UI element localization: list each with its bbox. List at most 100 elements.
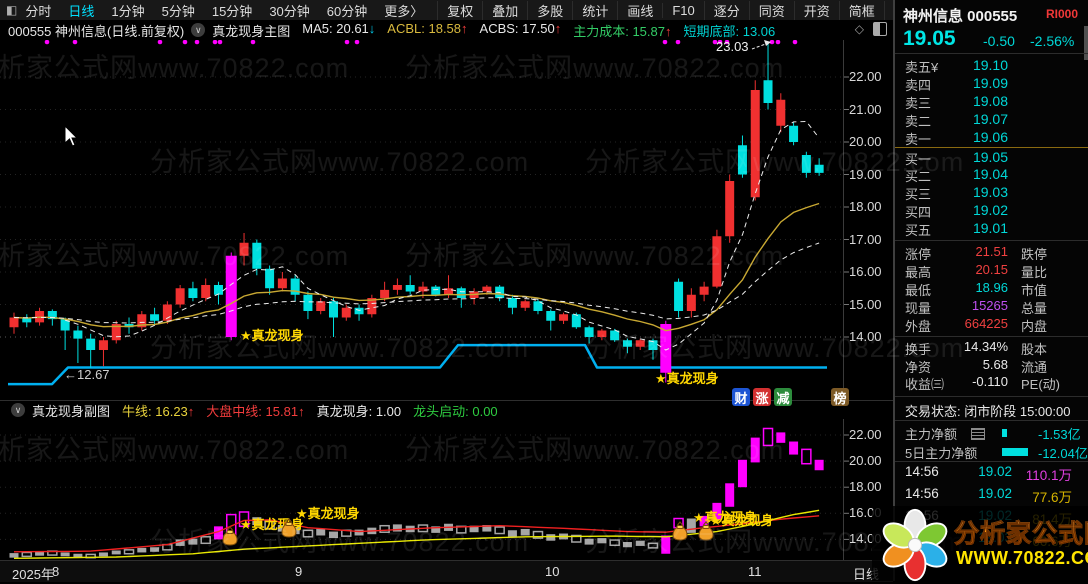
candle-body xyxy=(622,340,632,347)
panel-scrollbar[interactable] xyxy=(1084,26,1088,60)
logo-site-name: 分析家公式网 xyxy=(954,514,1088,550)
app-window-icon[interactable]: ◧ xyxy=(6,3,18,17)
signal-dot xyxy=(250,40,256,45)
toolbar-item-5[interactable]: F10 xyxy=(662,2,703,18)
news-badge-榜[interactable]: 榜 xyxy=(831,388,849,406)
y-axis-label: 16.00 xyxy=(849,264,882,279)
toolbar-item-2[interactable]: 多股 xyxy=(527,0,572,20)
candle-body xyxy=(213,285,223,295)
menu-item-4[interactable]: 15分钟 xyxy=(211,3,253,19)
bid-row[interactable]: 买四 19.02 xyxy=(895,202,1088,220)
menu-item-5[interactable]: 30分钟 xyxy=(269,3,310,19)
candle-body xyxy=(316,301,326,311)
sub-indicator-chart[interactable] xyxy=(0,418,893,560)
chevron-down-icon[interactable]: ∨ xyxy=(191,23,206,37)
axis-divider xyxy=(843,40,844,560)
field-value: 20.61 xyxy=(336,20,369,36)
toolbar-item-8[interactable]: 开资 xyxy=(793,0,839,20)
y-axis-label: 18.00 xyxy=(849,199,882,214)
stat-value: 15265 xyxy=(971,298,1008,313)
indicator-bar xyxy=(316,528,326,536)
candle-body xyxy=(789,125,799,142)
main-candlestick-chart[interactable] xyxy=(0,40,893,400)
signal-dot xyxy=(182,40,188,45)
book-level-price: 19.08 xyxy=(972,92,1008,109)
indicator-bar xyxy=(762,427,774,447)
fund-flow-label: 主力净额 xyxy=(905,427,958,442)
menu-item-0[interactable]: 分时 xyxy=(25,3,52,19)
indicator-bar xyxy=(150,547,160,552)
indicator-bar xyxy=(814,459,824,471)
main-field-0: MA5: 20.61↓ xyxy=(302,21,375,40)
candle-body xyxy=(635,340,645,347)
layout-toggle-icon[interactable] xyxy=(873,22,887,36)
indicator-bar xyxy=(750,437,760,463)
field-label: ACBL: xyxy=(387,20,429,36)
indicator-bar xyxy=(712,502,722,520)
toolbar-item-3[interactable]: 统计 xyxy=(572,0,617,20)
ask-row[interactable]: 卖三 19.08 xyxy=(895,93,1088,111)
indicator-bar xyxy=(354,529,364,536)
chevron-down-icon[interactable]: ∨ xyxy=(11,403,25,417)
diamond-icon[interactable]: ◇ xyxy=(854,22,864,36)
sub-field-0: 牛线: 16.23↑ xyxy=(122,401,194,420)
candle-body xyxy=(712,236,722,287)
bid-row[interactable]: 买二 19.04 xyxy=(895,166,1088,184)
fund-flow-value: -12.04亿 xyxy=(1038,446,1088,461)
menu-item-2[interactable]: 1分钟 xyxy=(111,3,145,19)
candle-body xyxy=(686,294,696,311)
indicator-bar xyxy=(494,526,505,535)
indicator-bar xyxy=(609,539,620,547)
ask-row[interactable]: 卖四 19.09 xyxy=(895,75,1088,93)
stat-label: 涨停 xyxy=(905,247,932,262)
toolbar-item-4[interactable]: 画线 xyxy=(617,0,662,20)
book-level-label: 买四 xyxy=(905,205,932,221)
candle-body xyxy=(329,301,338,318)
book-level-label: 买二 xyxy=(905,169,932,185)
indicator-bar xyxy=(277,525,287,532)
y-axis-label: 19.00 xyxy=(849,166,882,182)
section-divider xyxy=(895,420,1088,421)
indicator-bar xyxy=(238,511,250,528)
bid-row[interactable]: 买一 19.05 xyxy=(895,149,1088,167)
menu-item-6[interactable]: 60分钟 xyxy=(326,3,368,19)
tick-time: 14:56 xyxy=(905,464,939,479)
field-arrow-icon: ↑ xyxy=(664,23,672,39)
indicator-bar xyxy=(622,542,632,548)
signal-dot xyxy=(792,40,798,45)
toolbar-item-0[interactable]: 复权 xyxy=(437,0,482,20)
candle-body xyxy=(239,242,249,256)
field-value: 18.58 xyxy=(428,20,462,36)
bid-row[interactable]: 买三 19.03 xyxy=(895,184,1088,202)
field-label: 牛线: xyxy=(122,403,156,419)
toolbar-item-9[interactable]: 简框 xyxy=(838,0,884,20)
stat-value: 14.34% xyxy=(963,339,1008,354)
news-badge-财[interactable]: 财 xyxy=(732,388,750,406)
book-level-price: 19.10 xyxy=(972,57,1008,73)
menu-item-3[interactable]: 5分钟 xyxy=(161,3,195,19)
fund-flow-row: 5日主力净额 -12.04亿 xyxy=(895,443,1088,461)
indicator-bar xyxy=(137,547,147,553)
candle-body xyxy=(520,301,530,308)
candle-body xyxy=(201,285,211,298)
indicator-bar xyxy=(647,542,659,549)
toolbar-item-7[interactable]: 同资 xyxy=(748,0,794,20)
sub-field-2: 真龙现身: 1.00 xyxy=(317,401,402,420)
field-value: 16.23 xyxy=(155,403,188,419)
section-divider xyxy=(895,336,1088,337)
ask-row[interactable]: 卖五¥ 19.10 xyxy=(895,57,1088,75)
toolbar-item-1[interactable]: 叠加 xyxy=(482,0,527,20)
toolbar-item-6[interactable]: 逐分 xyxy=(703,0,749,20)
menu-item-7[interactable]: 更多〉 xyxy=(384,3,424,19)
bid-row[interactable]: 买五 19.01 xyxy=(895,220,1088,238)
news-badge-减[interactable]: 减 xyxy=(774,388,792,406)
ask-row[interactable]: 卖一 19.06 xyxy=(895,129,1088,147)
y-axis-label: 17.00 xyxy=(849,231,882,247)
fund-flow-label: 5日主力净额 xyxy=(905,446,978,461)
candle-body xyxy=(98,340,108,350)
field-label: 龙头启动: xyxy=(413,403,473,419)
news-badge-涨[interactable]: 涨 xyxy=(753,388,771,406)
menu-item-1[interactable]: 日线 xyxy=(68,3,95,19)
ask-row[interactable]: 卖二 19.07 xyxy=(895,111,1088,129)
fund-flow-bar xyxy=(1002,429,1007,437)
